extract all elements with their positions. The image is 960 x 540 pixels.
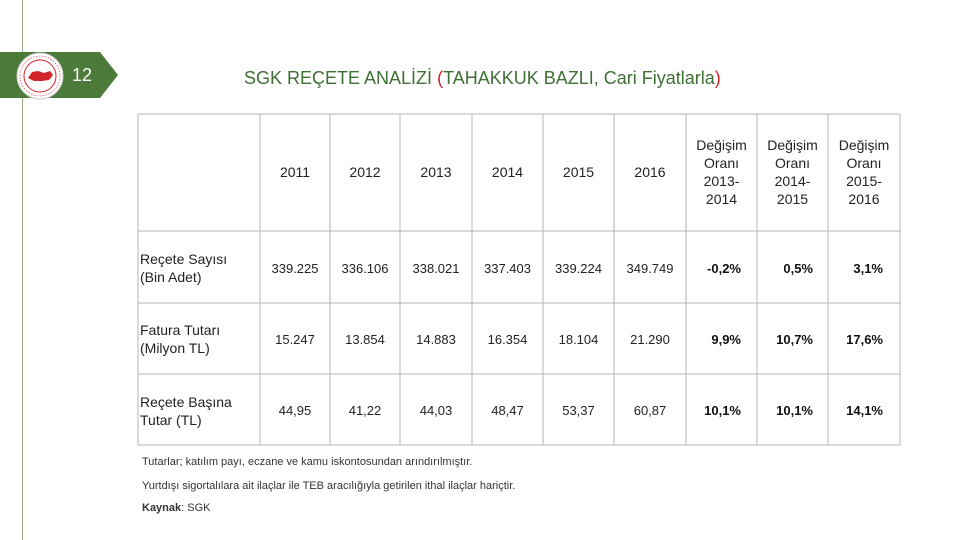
row-label-line: Reçete Başına	[140, 394, 232, 410]
header-line: 2016	[848, 191, 880, 207]
header-year: 2011	[279, 164, 311, 180]
change-cell: 9,9%	[711, 332, 741, 347]
table-cell: 15.247	[275, 332, 315, 347]
table-cell: 44,95	[278, 403, 312, 418]
title-main: SGK REÇETE ANALİZİ	[244, 68, 438, 88]
change-cell: -0,2%	[707, 261, 741, 276]
table-cell: 337.403	[484, 261, 531, 276]
table-cell: 338.021	[412, 261, 460, 276]
change-cell: 10,1%	[776, 403, 813, 418]
table-cell: 21.290	[630, 332, 670, 347]
header-line: 2015-	[846, 173, 882, 189]
change-cell: 10,7%	[776, 332, 813, 347]
change-cell: 3,1%	[853, 261, 883, 276]
page-title: SGK REÇETE ANALİZİ (TAHAKKUK BAZLI, Cari…	[244, 68, 721, 89]
table-cell: 41,22	[348, 403, 382, 418]
header-year: 2013	[420, 164, 452, 180]
row-label-line: Tutar (TL)	[140, 412, 202, 428]
header-line: Değişim	[838, 137, 890, 153]
table-cell: 53,37	[562, 403, 595, 418]
table-cell: 336.106	[341, 261, 389, 276]
row-label-recete-basina-tutar: Reçete Başına Tutar (TL)	[140, 393, 232, 429]
table-cell: 13.854	[345, 332, 385, 347]
row-label-line: (Milyon TL)	[140, 340, 210, 356]
table-cell: 60,87	[633, 403, 667, 418]
header-line: 2014	[705, 191, 738, 207]
row-label-recete-sayisi: Reçete Sayısı (Bin Adet)	[140, 250, 227, 286]
header-line: Oranı	[703, 155, 739, 171]
table-cell: 349.749	[626, 261, 674, 276]
header-line: Oranı	[846, 155, 882, 171]
table-cell: 339.225	[271, 261, 319, 276]
row-label-fatura-tutari: Fatura Tutarı (Milyon TL)	[140, 321, 220, 357]
source-value: : SGK	[181, 502, 211, 514]
header-year: 2012	[349, 164, 381, 180]
table-cell: 339.224	[555, 261, 602, 276]
source-note: Kaynak: SGK	[142, 502, 210, 514]
row-label-line: (Bin Adet)	[140, 269, 202, 285]
change-cell: 14,1%	[846, 403, 883, 418]
title-paren-open: (	[437, 68, 444, 88]
row-label-line: Reçete Sayısı	[140, 251, 228, 267]
source-label: Kaynak	[142, 502, 182, 514]
table-cell: 14.883	[416, 332, 456, 347]
header-change-2015-2016: Değişim Oranı 2015- 2016	[828, 136, 900, 208]
footnote-discounts: Tutarlar; katılım payı, eczane ve kamu i…	[142, 456, 473, 468]
header-line: Değişim	[767, 137, 818, 153]
left-vertical-rule	[22, 0, 23, 540]
table-cell: 16.354	[487, 332, 528, 347]
header-change-2013-2014: Değişim Oranı 2013- 2014	[686, 136, 757, 208]
change-cell: 10,1%	[704, 403, 741, 418]
table-cell: 48,47	[491, 403, 524, 418]
header-year: 2016	[634, 164, 666, 180]
header-line: Değişim	[696, 137, 747, 153]
change-cell: 17,6%	[846, 332, 883, 347]
row-label-line: Fatura Tutarı	[140, 322, 221, 338]
change-cell: 0,5%	[783, 261, 813, 276]
header-line: 2013-	[703, 173, 740, 189]
footnote-exclusions: Yurtdışı sigortalılara ait ilaçlar ile T…	[142, 480, 516, 492]
title-paren-close: )	[714, 68, 721, 88]
header-year: 2015	[562, 164, 595, 180]
header-change-2014-2015: Değişim Oranı 2014- 2015	[757, 136, 828, 208]
header-line: 2015	[776, 191, 809, 207]
slide-number: 12	[72, 65, 93, 85]
table-cell: 18.104	[558, 332, 599, 347]
sgk-logo	[16, 52, 64, 100]
header-year: 2014	[491, 164, 524, 180]
header-line: 2014-	[774, 173, 811, 189]
table-cell: 44,03	[419, 403, 453, 418]
title-sub: TAHAKKUK BAZLI, Cari Fiyatlarla	[443, 68, 715, 88]
header-line: Oranı	[774, 155, 810, 171]
